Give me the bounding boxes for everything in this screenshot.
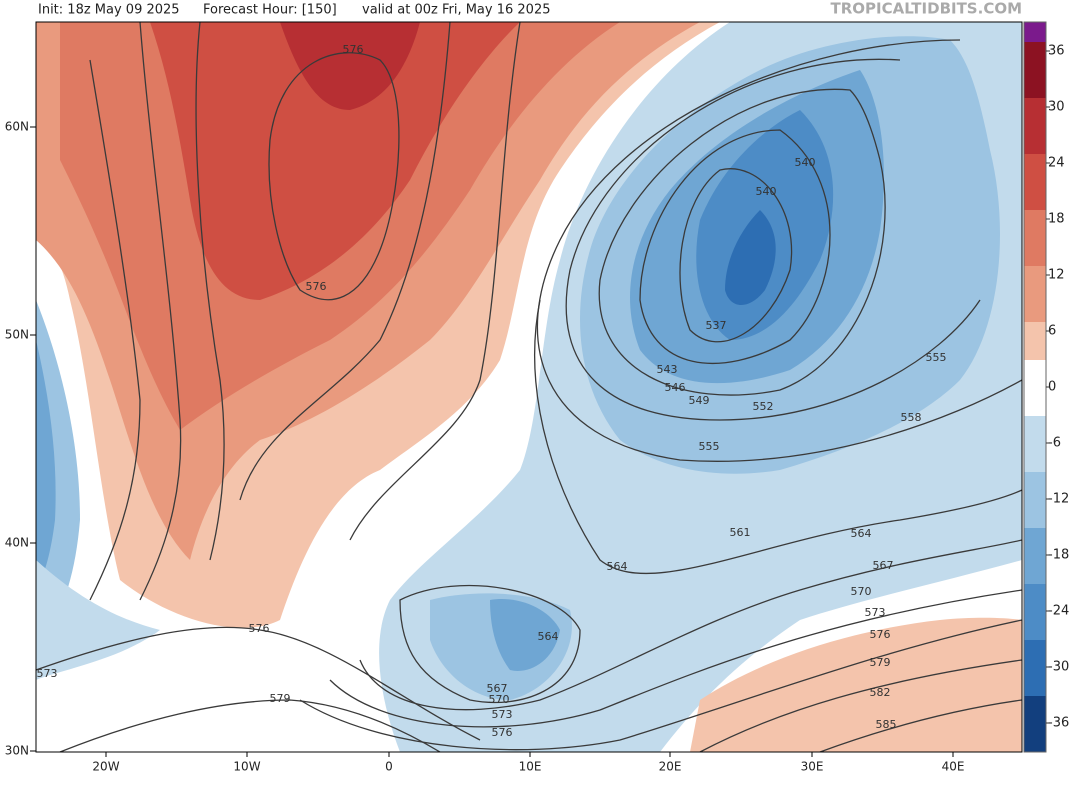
contour-label: 582 xyxy=(870,686,891,699)
contour-label: 576 xyxy=(870,628,891,641)
contour-label: 543 xyxy=(657,363,678,376)
watermark: TROPICALTIDBITS.COM xyxy=(831,0,1023,18)
contour-label: 567 xyxy=(873,559,894,572)
colorbar-label: -6 xyxy=(1048,436,1061,451)
contour-label: 555 xyxy=(699,440,720,453)
lon-label: 20E xyxy=(659,760,682,774)
contour-label: 570 xyxy=(851,585,872,598)
contour-label: 579 xyxy=(870,656,891,669)
anomaly-field xyxy=(36,22,1022,752)
contour-label: 564 xyxy=(607,560,628,573)
contour-label: 576 xyxy=(306,280,327,293)
contour-label: 573 xyxy=(492,708,513,721)
colorbar-label: 18 xyxy=(1048,212,1065,227)
contour-label: 576 xyxy=(343,43,364,56)
colorbar-label: -36 xyxy=(1048,716,1069,731)
contour-label: 549 xyxy=(689,394,710,407)
contour-label: 576 xyxy=(249,622,270,635)
contour-label: 573 xyxy=(37,667,58,680)
colorbar xyxy=(1023,21,1047,753)
contour-label: 546 xyxy=(665,381,686,394)
colorbar-label: 12 xyxy=(1048,268,1065,283)
contour-label: 585 xyxy=(876,718,897,731)
colorbar-label: 24 xyxy=(1048,156,1065,171)
colorbar-label: -12 xyxy=(1048,492,1069,507)
init-text: Init: 18z May 09 2025 xyxy=(38,3,180,18)
contour-label: 570 xyxy=(489,693,510,706)
lat-label: 60N xyxy=(5,120,29,134)
colorbar-label: -18 xyxy=(1048,548,1069,563)
lon-label: 10W xyxy=(233,760,260,774)
map-frame xyxy=(35,21,1023,753)
contour-label: 567 xyxy=(487,682,508,695)
lat-label: 30N xyxy=(5,744,29,758)
lon-label: 20W xyxy=(92,760,119,774)
contour-label: 579 xyxy=(270,692,291,705)
colorbar-label: -24 xyxy=(1048,604,1069,619)
height-contours xyxy=(36,22,1022,752)
forecast-hour: Forecast Hour: [150] xyxy=(203,3,337,18)
colorbar-label: 30 xyxy=(1048,100,1065,115)
contour-label: 540 xyxy=(756,185,777,198)
contour-label: 576 xyxy=(492,726,513,739)
contour-label: 573 xyxy=(865,606,886,619)
valid-time: valid at 00z Fri, May 16 2025 xyxy=(362,3,550,18)
contour-label: 537 xyxy=(706,319,727,332)
contour-label: 564 xyxy=(538,630,559,643)
lon-label: 30E xyxy=(801,760,824,774)
colorbar-label: 6 xyxy=(1048,324,1056,339)
lat-label: 40N xyxy=(5,536,29,550)
lon-label: 10E xyxy=(519,760,542,774)
contour-label: 555 xyxy=(926,351,947,364)
lat-label: 50N xyxy=(5,328,29,342)
colorbar-label: 0 xyxy=(1048,380,1056,395)
colorbar-label: -30 xyxy=(1048,660,1069,675)
lon-label: 40E xyxy=(942,760,965,774)
contour-label: 558 xyxy=(901,411,922,424)
contour-label: 540 xyxy=(795,156,816,169)
contour-label: 564 xyxy=(851,527,872,540)
lon-label: 0 xyxy=(385,760,393,774)
contour-label: 552 xyxy=(753,400,774,413)
colorbar-label: 36 xyxy=(1048,44,1065,59)
contour-label: 561 xyxy=(730,526,751,539)
